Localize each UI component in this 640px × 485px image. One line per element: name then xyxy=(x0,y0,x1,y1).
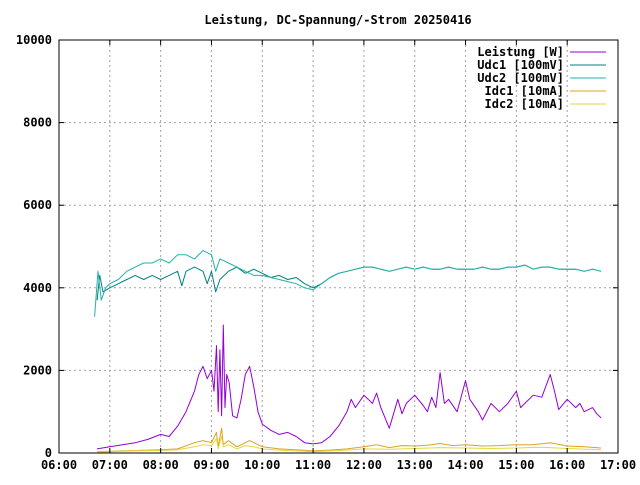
legend-label: Leistung [W] xyxy=(477,45,564,59)
series-layer xyxy=(94,250,602,453)
tick-layer: 06:00 07:00 08:00 09:00 10:00 11:00 12:00 13:00… xyxy=(16,33,636,472)
legend-label: Udc2 [100mV] xyxy=(477,71,564,85)
legend-label: Udc1 [100mV] xyxy=(477,58,564,72)
y-tick-label: 4000 xyxy=(23,281,52,295)
x-tick-label: 14:00 xyxy=(447,458,483,472)
y-tick-label: 6000 xyxy=(23,198,52,212)
y-tick-label: 10000 xyxy=(16,33,52,47)
x-tick-label: 10:00 xyxy=(244,458,280,472)
y-tick-label: 0 xyxy=(45,446,52,460)
grid-layer xyxy=(59,40,618,453)
series-line-5 xyxy=(97,436,602,453)
x-tick-label: 06:00 xyxy=(41,458,77,472)
x-tick-label: 07:00 xyxy=(92,458,128,472)
x-tick-label: 13:00 xyxy=(397,458,433,472)
x-tick-label: 16:00 xyxy=(549,458,585,472)
y-tick-label: 2000 xyxy=(23,363,52,377)
x-tick-label: 09:00 xyxy=(193,458,229,472)
legend-label: Idc1 [10mA] xyxy=(485,84,564,98)
x-tick-label: 12:00 xyxy=(346,458,382,472)
x-tick-label: 17:00 xyxy=(600,458,636,472)
legend-label: Idc2 [10mA] xyxy=(485,97,564,111)
x-tick-label: 08:00 xyxy=(143,458,179,472)
chart-title: Leistung, DC-Spannung/-Strom 20250416 xyxy=(204,13,471,27)
y-tick-label: 8000 xyxy=(23,116,52,130)
series-line-1 xyxy=(97,324,602,450)
legend: Leistung [W]Udc1 [100mV]Udc2 [100mV]Idc1… xyxy=(477,45,606,111)
x-tick-label: 11:00 xyxy=(295,458,331,472)
x-tick-label: 15:00 xyxy=(498,458,534,472)
series-line-4 xyxy=(97,427,602,453)
series-line-3 xyxy=(94,250,602,317)
plot-frame xyxy=(58,39,619,454)
